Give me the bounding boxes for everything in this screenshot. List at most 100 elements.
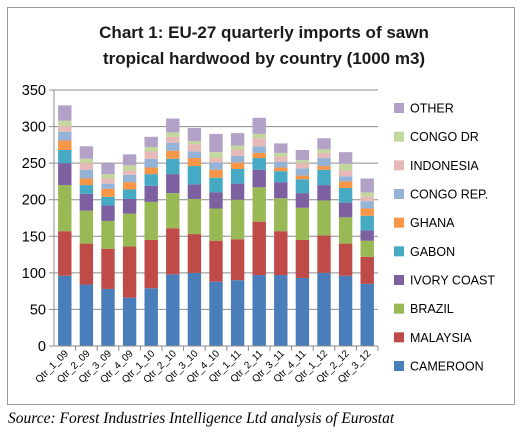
bar-segment-gabon-qtr_2_12 <box>338 188 353 203</box>
bar-segment-other-qtr_4_10 <box>209 133 223 153</box>
chart-frame: Chart 1: EU-27 quarterly imports of sawn… <box>7 7 515 405</box>
bar-segment-indonesia-qtr_3_12 <box>360 196 374 202</box>
bar-segment-congo-rep-qtr_2_10 <box>166 142 180 151</box>
bar-segment-gabon-qtr_2_10 <box>166 158 180 175</box>
legend-swatch <box>394 189 404 199</box>
bar-segment-cameroon-qtr_4_09 <box>122 297 137 346</box>
legend-label: GHANA <box>410 216 455 230</box>
bar-segment-ivory-coast-qtr_2_11 <box>252 169 266 188</box>
bar-segment-malaysia-qtr_1_11 <box>230 239 245 281</box>
legend-label: GABON <box>410 245 455 259</box>
legend-label: IVORY COAST <box>410 274 495 288</box>
bar-segment-gabon-qtr_3_10 <box>187 166 202 185</box>
source-note: Source: Forest Industries Intelligence L… <box>8 410 395 427</box>
bar-segment-malaysia-qtr_4_10 <box>209 240 223 282</box>
bar-segment-congo-rep-qtr_3_09 <box>101 183 115 189</box>
bar-segment-congo-rep-qtr_2_09 <box>79 169 94 179</box>
bar-segment-malaysia-qtr_2_10 <box>166 228 180 275</box>
bar-segment-congo-dr-qtr_3_10 <box>187 141 202 145</box>
bar-segment-ivory-coast-qtr_2_09 <box>79 193 94 211</box>
bar-segment-congo-rep-qtr_4_10 <box>209 162 223 170</box>
bar-segment-congo-dr-qtr_1_12 <box>317 149 331 153</box>
bar-segment-gabon-qtr_1_12 <box>317 169 331 186</box>
bar-segment-gabon-qtr_4_09 <box>122 189 137 199</box>
legend-label: CONGO DR <box>410 130 479 144</box>
bar-segment-ghana-qtr_4_09 <box>122 182 137 190</box>
legend-label: INDONESIA <box>410 159 479 173</box>
bar-segment-brazil-qtr_1_11 <box>230 199 245 240</box>
bar-segment-brazil-qtr_2_09 <box>79 210 94 244</box>
legend-swatch <box>394 131 404 142</box>
y-tick-label: 200 <box>22 193 46 209</box>
bar-segment-other-qtr_4_09 <box>122 154 137 166</box>
y-tick-label: 300 <box>22 120 46 136</box>
bar-segment-ivory-coast-qtr_1_11 <box>230 183 245 200</box>
bar-segment-ghana-qtr_4_10 <box>209 169 223 178</box>
bar-segment-indonesia-qtr_3_10 <box>187 144 202 152</box>
bar-segment-malaysia-qtr_1_10 <box>144 239 158 289</box>
bar-segment-indonesia-qtr_1_11 <box>230 149 245 156</box>
y-tick-label: 250 <box>22 156 46 172</box>
bar-segment-ghana-qtr_2_10 <box>166 150 180 159</box>
bar-segment-ghana-qtr_2_11 <box>252 152 266 159</box>
bar-segment-congo-rep-qtr_2_12 <box>338 176 353 182</box>
bar-segment-malaysia-qtr_3_10 <box>187 234 202 273</box>
bar-segment-indonesia-qtr_2_12 <box>338 170 353 177</box>
bar-segment-malaysia-qtr_4_09 <box>122 246 137 298</box>
bar-segment-congo-rep-qtr_3_11 <box>274 161 288 168</box>
bar-segment-indonesia-qtr_3_09 <box>101 178 115 184</box>
bar-segment-ivory-coast-qtr_3_09 <box>101 205 115 221</box>
bar-segment-congo-dr-qtr_4_09 <box>122 165 137 171</box>
bar-segment-other-qtr_1_09 <box>58 105 72 121</box>
bar-segment-indonesia-qtr_4_10 <box>209 158 223 163</box>
bar-segment-indonesia-qtr_1_10 <box>144 151 158 159</box>
bar-segment-cameroon-qtr_3_10 <box>187 272 202 346</box>
bar-segment-ivory-coast-qtr_4_09 <box>122 198 137 214</box>
y-tick-label: 50 <box>30 302 46 318</box>
bar-segment-malaysia-qtr_4_11 <box>295 239 310 278</box>
y-tick-label: 0 <box>38 339 46 355</box>
bar-segment-indonesia-qtr_3_11 <box>274 156 288 162</box>
bar-segment-brazil-qtr_3_11 <box>274 198 288 232</box>
y-tick-label: 150 <box>22 229 46 245</box>
bar-segment-ghana-qtr_3_12 <box>360 208 374 216</box>
bar-segment-cameroon-qtr_3_12 <box>360 283 374 346</box>
bar-segment-ivory-coast-qtr_1_09 <box>58 163 72 186</box>
legend-swatch <box>394 246 404 257</box>
bar-segment-cameroon-qtr_2_11 <box>252 275 266 346</box>
bar-segment-malaysia-qtr_2_09 <box>79 243 94 285</box>
bar-segment-cameroon-qtr_1_10 <box>144 288 158 346</box>
bar-segment-gabon-qtr_4_10 <box>209 177 223 193</box>
legend-label: CAMEROON <box>410 360 484 374</box>
bar-segment-other-qtr_1_10 <box>144 136 158 148</box>
bar-segment-indonesia-qtr_4_09 <box>122 170 137 175</box>
bar-segment-other-qtr_3_11 <box>274 143 288 153</box>
bar-segment-brazil-qtr_1_10 <box>144 201 158 240</box>
bar-segment-congo-dr-qtr_2_12 <box>338 163 353 171</box>
legend: OTHER CONGO DR INDONESIA CONGO REP. GHANA GAB… <box>394 102 495 374</box>
y-tick-label: 100 <box>22 266 46 282</box>
bar-segment-congo-dr-qtr_2_09 <box>79 158 94 164</box>
bar-segment-brazil-qtr_1_12 <box>317 200 331 236</box>
bar-segment-malaysia-qtr_3_09 <box>101 248 115 289</box>
bar-segment-cameroon-qtr_2_09 <box>79 284 94 346</box>
bar-segment-cameroon-qtr_1_11 <box>230 280 245 346</box>
bar-segment-cameroon-qtr_1_09 <box>58 275 72 346</box>
legend-label: BRAZIL <box>410 302 454 316</box>
bar-segment-gabon-qtr_3_09 <box>101 196 115 206</box>
bar-segment-ivory-coast-qtr_3_12 <box>360 230 374 241</box>
bar-segment-congo-dr-qtr_1_09 <box>58 120 72 126</box>
bar-segment-ivory-coast-qtr_2_12 <box>338 202 353 218</box>
bar-segment-brazil-qtr_2_11 <box>252 187 266 222</box>
bar-segment-other-qtr_2_09 <box>79 146 94 159</box>
legend-swatch <box>394 160 404 171</box>
bar-segment-congo-rep-qtr_1_09 <box>58 131 72 141</box>
legend-swatch <box>394 275 404 285</box>
legend-swatch <box>394 303 404 314</box>
bar-segment-other-qtr_1_11 <box>230 133 245 146</box>
bar-segment-other-qtr_4_11 <box>295 149 310 161</box>
bar-segment-congo-rep-qtr_3_12 <box>360 201 374 209</box>
y-tick-label: 350 <box>22 83 46 99</box>
bar-segment-indonesia-qtr_4_11 <box>295 163 310 169</box>
bar-segment-indonesia-qtr_1_12 <box>317 152 331 159</box>
